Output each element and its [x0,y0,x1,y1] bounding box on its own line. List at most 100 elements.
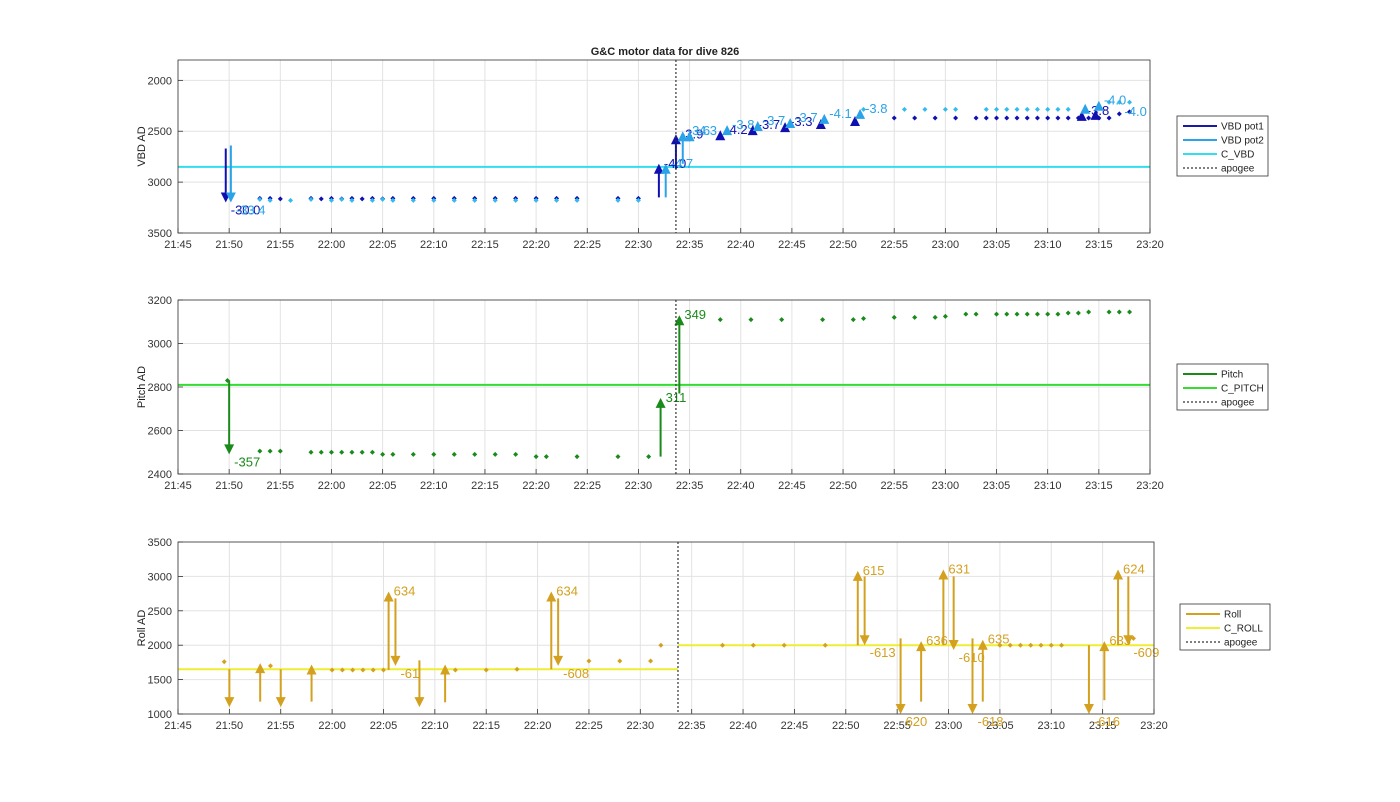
move-arrow-head [977,639,988,650]
x-tick-label: 22:45 [781,720,809,732]
move-label: -608 [563,666,589,681]
y-tick-label: 2000 [148,640,172,652]
data-point [1065,106,1071,112]
plot-area [178,542,1154,714]
data-point [942,313,948,319]
move-arrow-head [306,664,317,675]
move-arrow-head [255,663,266,674]
x-tick-label: 22:15 [471,239,499,251]
data-point [615,197,621,203]
x-tick-label: 22:45 [778,239,806,251]
move-label: -3.8 [865,101,887,116]
data-point [574,454,580,460]
move-arrow-head [440,664,451,675]
data-point [359,449,365,455]
move-arrow-head [849,115,860,126]
y-tick-label: 3500 [148,537,172,549]
x-tick-label: 23:15 [1085,480,1113,492]
y-tick-label: 2600 [148,426,172,438]
move-arrow-head [653,163,664,174]
legend-entry-label: C_VBD [1221,150,1254,161]
x-tick-label: 23:20 [1140,720,1168,732]
x-tick-label: 22:40 [729,720,757,732]
x-tick-label: 22:55 [880,480,908,492]
data-point [267,448,273,454]
data-point [891,314,897,320]
data-point [257,448,263,454]
x-tick-label: 22:00 [318,480,346,492]
move-arrow-head [967,704,978,714]
x-tick-label: 22:35 [676,480,704,492]
move-arrow-head [1099,641,1110,652]
data-point [994,115,1000,121]
x-tick-label: 22:40 [727,480,755,492]
legend-entry-label: Roll [1224,610,1241,621]
data-point [1116,111,1122,117]
data-point [380,196,386,202]
legend-entry-label: apogee [1221,164,1255,175]
x-tick-label: 21:50 [215,480,243,492]
data-point [533,197,539,203]
data-point [277,448,283,454]
data-point [369,197,375,203]
x-tick-label: 23:00 [932,239,960,251]
x-tick-label: 21:55 [267,480,295,492]
x-tick-label: 22:10 [420,480,448,492]
data-point [288,197,294,203]
data-point [1034,106,1040,112]
data-point [994,106,1000,112]
move-label: -4.1 [829,106,851,121]
data-point [492,451,498,457]
x-tick-label: 22:20 [522,239,550,251]
x-tick-label: 22:20 [524,720,552,732]
move-label: 624 [1123,562,1145,577]
data-point [1127,109,1133,115]
data-point [1038,642,1044,648]
data-point [329,667,335,673]
chart-panel-2: 21:45 21:50 21:55 22:00 22:05 22:10 22:15 22:20… [136,295,1269,492]
x-tick-label: 23:20 [1136,480,1164,492]
data-point [922,106,928,112]
data-point [781,642,787,648]
data-point [380,451,386,457]
y-tick-label: 3000 [148,339,172,351]
data-point [1028,642,1034,648]
data-point [1127,99,1133,105]
move-arrow-head [553,655,564,666]
move-arrow-head [1123,635,1134,646]
data-point [1059,642,1065,648]
annotation-label: -4.0 [1124,104,1146,119]
data-point [533,454,539,460]
x-tick-label: 22:05 [369,239,397,251]
move-label: -3.7 [795,110,817,125]
data-point [339,196,345,202]
data-point [717,317,723,323]
legend-entry-label: apogee [1221,398,1255,409]
data-point [1055,311,1061,317]
data-point [1017,642,1023,648]
data-point [277,196,283,202]
data-point [720,642,726,648]
data-point [410,451,416,457]
move-arrow-head [225,192,236,203]
y-tick-label: 3000 [148,177,172,189]
x-tick-label: 22:15 [472,720,500,732]
move-label: 634 [394,584,416,599]
move-arrow-head [1113,569,1124,580]
x-tick-label: 22:10 [421,720,449,732]
move-arrow-head [855,108,866,119]
data-point [1034,311,1040,317]
move-arrow-head [674,315,685,326]
y-tick-label: 1500 [148,675,172,687]
move-label: -61 [400,666,419,681]
x-tick-label: 22:00 [318,239,346,251]
move-arrow-head [1083,704,1094,714]
data-point [822,642,828,648]
data-point [349,197,355,203]
x-tick-label: 21:55 [267,720,295,732]
chart-panels: 21:45 21:50 21:55 22:00 22:05 22:10 22:15 22:20… [136,59,1271,732]
data-point [912,314,918,320]
data-point [983,115,989,121]
move-label: -30.0 [231,202,261,217]
